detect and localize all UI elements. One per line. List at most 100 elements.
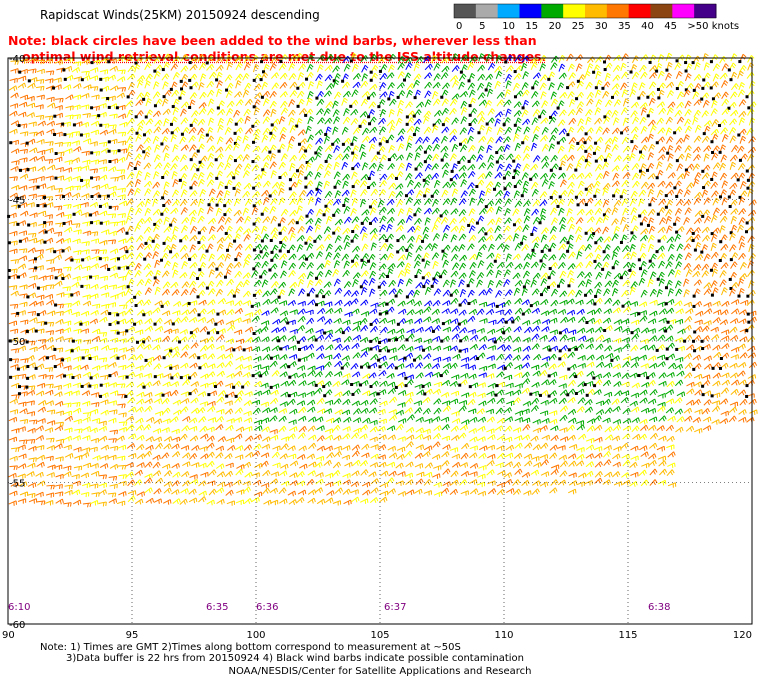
wind-barb: [719, 145, 726, 154]
wind-barb: [567, 317, 575, 322]
wind-barb: [16, 221, 25, 226]
wind-barb: [459, 280, 465, 287]
contamination-marker: [694, 249, 697, 252]
wind-barb: [118, 239, 126, 244]
wind-barb: [145, 462, 152, 468]
wind-barb: [711, 182, 718, 189]
wind-barb: [225, 127, 231, 134]
wind-barb: [675, 110, 682, 116]
wind-barb: [198, 208, 204, 216]
wind-barb: [144, 451, 151, 457]
wind-barb: [73, 365, 81, 370]
wind-barb: [117, 456, 125, 461]
wind-barb: [19, 158, 27, 163]
wind-barb: [738, 390, 745, 396]
wind-barb: [155, 326, 163, 331]
wind-barb: [542, 144, 548, 151]
wind-barb: [81, 71, 89, 75]
wind-barb: [389, 397, 396, 403]
wind-barb: [712, 100, 718, 108]
wind-barb: [262, 252, 269, 259]
wind-barb: [452, 80, 458, 87]
wind-barb: [673, 181, 681, 189]
wind-barb: [127, 90, 135, 98]
contamination-marker: [486, 122, 489, 125]
wind-barb: [432, 372, 440, 377]
wind-barb: [632, 181, 639, 188]
wind-barb: [443, 182, 450, 188]
wind-barb: [353, 279, 359, 287]
wind-barb: [685, 208, 692, 215]
wind-barb: [686, 426, 694, 431]
contamination-marker: [593, 152, 596, 155]
contamination-marker: [162, 204, 165, 207]
wind-barb: [704, 216, 710, 223]
wind-barb: [632, 383, 640, 388]
wind-barb: [55, 457, 63, 462]
wind-barb: [746, 181, 754, 189]
contamination-marker: [586, 394, 589, 397]
contamination-marker: [367, 97, 370, 100]
wind-barb: [332, 227, 340, 235]
wind-barb: [36, 426, 44, 431]
wind-barb: [135, 224, 141, 231]
wind-barb: [262, 261, 269, 268]
contamination-marker: [16, 223, 19, 226]
contamination-marker: [367, 186, 370, 189]
wind-barb: [333, 462, 340, 468]
wind-barb: [126, 319, 134, 324]
wind-barb: [478, 227, 485, 233]
contamination-marker: [315, 384, 318, 387]
contamination-marker: [370, 385, 373, 388]
wind-barb: [288, 336, 296, 341]
wind-barb: [197, 236, 205, 244]
wind-barb: [631, 345, 638, 351]
contamination-marker: [243, 348, 246, 351]
wind-barb: [452, 65, 459, 71]
contamination-marker: [80, 133, 83, 136]
wind-barb: [675, 208, 681, 215]
wind-barb: [325, 371, 332, 377]
contamination-marker: [26, 142, 29, 145]
wind-barb: [173, 352, 180, 358]
wind-barb: [47, 103, 55, 108]
wind-barb: [233, 288, 240, 297]
wind-barb: [432, 364, 440, 369]
wind-barb: [441, 392, 449, 397]
wind-barb: [397, 109, 402, 117]
wind-barb: [639, 145, 647, 153]
wind-barb: [531, 81, 539, 90]
wind-barb: [677, 102, 684, 108]
wind-barb: [432, 319, 440, 324]
wind-barb: [398, 279, 404, 287]
wind-barb: [271, 119, 280, 126]
wind-barb: [110, 446, 118, 451]
wind-barb: [596, 99, 602, 106]
wind-barb: [235, 408, 242, 414]
wind-barb: [163, 145, 169, 152]
wind-barb: [712, 269, 717, 277]
wind-barb: [487, 263, 494, 270]
wind-barb: [360, 434, 368, 439]
wind-barb: [468, 409, 476, 414]
wind-barb: [701, 82, 710, 90]
wind-barb: [451, 198, 457, 205]
wind-barb: [594, 118, 601, 124]
wind-barb: [407, 136, 412, 144]
wind-barb: [216, 409, 224, 414]
wind-barb: [190, 118, 198, 126]
wind-barb: [649, 98, 655, 105]
contamination-marker: [584, 141, 587, 144]
wind-barb: [387, 348, 396, 353]
wind-barb: [28, 428, 36, 433]
wind-barb: [108, 159, 117, 164]
wind-barb: [497, 418, 505, 423]
wind-barb: [379, 435, 387, 440]
wind-barb: [298, 407, 305, 413]
contamination-marker: [505, 321, 508, 324]
wind-barb: [605, 100, 612, 107]
wind-barb: [244, 365, 252, 370]
wind-barb: [711, 146, 719, 154]
wind-barb: [470, 344, 478, 349]
wind-barb: [459, 217, 466, 223]
